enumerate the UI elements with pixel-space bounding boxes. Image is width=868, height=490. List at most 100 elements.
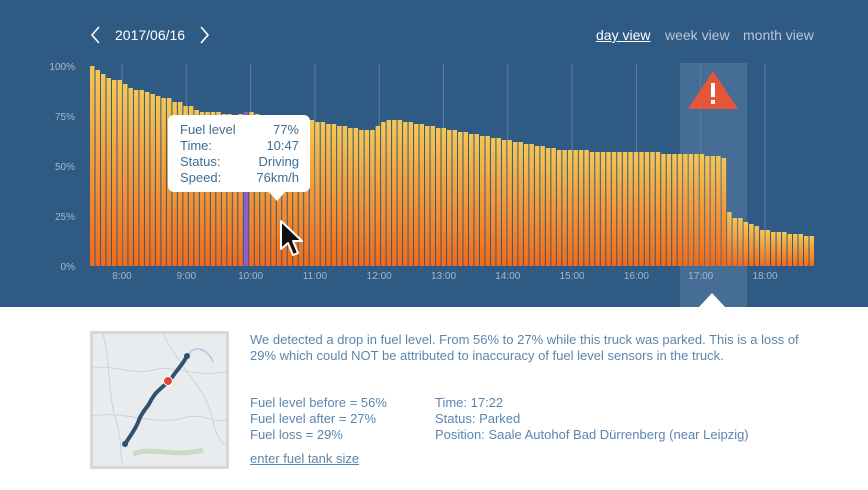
fuel-bar[interactable] xyxy=(600,152,606,266)
fuel-bar[interactable] xyxy=(485,136,490,266)
fuel-bar[interactable] xyxy=(518,142,523,266)
fuel-bar[interactable] xyxy=(331,124,337,266)
fuel-bar[interactable] xyxy=(606,152,611,266)
fuel-bar[interactable] xyxy=(381,122,386,266)
fuel-bar[interactable] xyxy=(727,212,732,266)
fuel-bar[interactable] xyxy=(425,126,430,266)
fuel-bar[interactable] xyxy=(155,96,161,266)
fuel-bar[interactable] xyxy=(348,128,353,266)
fuel-bar[interactable] xyxy=(732,218,738,266)
fuel-bar[interactable] xyxy=(523,144,529,266)
fuel-bar[interactable] xyxy=(133,90,139,266)
enter-fuel-tank-size-link[interactable]: enter fuel tank size xyxy=(250,451,360,466)
fuel-bar[interactable] xyxy=(716,156,721,266)
fuel-bar[interactable] xyxy=(672,154,677,266)
fuel-bar[interactable] xyxy=(111,80,117,266)
fuel-bar[interactable] xyxy=(496,138,501,266)
fuel-bar[interactable] xyxy=(540,146,545,266)
fuel-bar[interactable] xyxy=(463,132,468,266)
fuel-bar[interactable] xyxy=(468,134,474,266)
fuel-bar[interactable] xyxy=(320,122,326,266)
fuel-bar[interactable] xyxy=(562,150,567,266)
fuel-bar[interactable] xyxy=(342,126,348,266)
fuel-bar[interactable] xyxy=(315,122,320,266)
fuel-bar[interactable] xyxy=(150,94,155,266)
fuel-bar[interactable] xyxy=(408,122,414,266)
fuel-bar[interactable] xyxy=(551,148,556,266)
fuel-bar[interactable] xyxy=(326,124,331,266)
fuel-bar[interactable] xyxy=(710,156,716,266)
fuel-bar[interactable] xyxy=(683,154,688,266)
fuel-bar[interactable] xyxy=(622,152,628,266)
fuel-bar[interactable] xyxy=(694,154,699,266)
fuel-bar[interactable] xyxy=(650,152,655,266)
fuel-bar[interactable] xyxy=(639,152,644,266)
fuel-bar[interactable] xyxy=(375,126,381,266)
fuel-bar[interactable] xyxy=(721,158,727,266)
fuel-bar[interactable] xyxy=(419,124,425,266)
fuel-bar[interactable] xyxy=(293,120,298,266)
fuel-bar[interactable] xyxy=(392,120,397,266)
fuel-bar[interactable] xyxy=(457,132,463,266)
fuel-bar[interactable] xyxy=(359,130,364,266)
fuel-bar[interactable] xyxy=(617,152,622,266)
fuel-bar[interactable] xyxy=(490,138,496,266)
chevron-left-icon[interactable] xyxy=(88,26,104,44)
fuel-bar[interactable] xyxy=(364,130,370,266)
fuel-bar[interactable] xyxy=(441,128,447,266)
fuel-bar[interactable] xyxy=(738,218,743,266)
fuel-bar[interactable] xyxy=(771,232,776,266)
fuel-bar[interactable] xyxy=(529,144,534,266)
fuel-bar[interactable] xyxy=(309,120,315,266)
fuel-bar[interactable] xyxy=(397,120,403,266)
fuel-bar[interactable] xyxy=(403,122,408,266)
fuel-bar[interactable] xyxy=(122,84,128,266)
fuel-bar[interactable] xyxy=(298,120,304,266)
fuel-bar[interactable] xyxy=(386,120,392,266)
route-map-thumbnail[interactable] xyxy=(90,331,229,469)
fuel-bar[interactable] xyxy=(144,92,150,266)
fuel-bar[interactable] xyxy=(100,74,106,266)
fuel-bar[interactable] xyxy=(760,230,765,266)
fuel-bar[interactable] xyxy=(765,230,771,266)
fuel-bar[interactable] xyxy=(436,128,441,266)
fuel-bar[interactable] xyxy=(556,150,562,266)
fuel-bar[interactable] xyxy=(628,152,633,266)
fuel-bar[interactable] xyxy=(370,130,375,266)
fuel-bar[interactable] xyxy=(414,124,419,266)
fuel-bar[interactable] xyxy=(584,150,589,266)
fuel-bar[interactable] xyxy=(644,152,650,266)
fuel-bar[interactable] xyxy=(430,126,436,266)
fuel-bar[interactable] xyxy=(595,152,600,266)
fuel-bar[interactable] xyxy=(545,148,551,266)
fuel-bar[interactable] xyxy=(507,140,512,266)
fuel-bar[interactable] xyxy=(447,130,452,266)
fuel-bar[interactable] xyxy=(743,222,749,266)
fuel-bar[interactable] xyxy=(534,146,540,266)
fuel-bar[interactable] xyxy=(787,234,793,266)
fuel-bar[interactable] xyxy=(90,66,95,266)
fuel-bar[interactable] xyxy=(809,236,814,266)
fuel-bar[interactable] xyxy=(611,152,617,266)
fuel-bar[interactable] xyxy=(804,236,809,266)
fuel-bar[interactable] xyxy=(128,88,133,266)
fuel-bar[interactable] xyxy=(655,152,661,266)
fuel-bar[interactable] xyxy=(479,136,485,266)
tab-week-view[interactable]: week view xyxy=(665,27,730,43)
fuel-bar[interactable] xyxy=(117,80,122,266)
tab-day-view[interactable]: day view xyxy=(596,27,651,43)
fuel-bar[interactable] xyxy=(749,224,754,266)
fuel-bar[interactable] xyxy=(573,150,578,266)
fuel-bar[interactable] xyxy=(578,150,584,266)
fuel-bar[interactable] xyxy=(705,156,710,266)
fuel-bar[interactable] xyxy=(798,234,804,266)
fuel-bar[interactable] xyxy=(776,232,782,266)
fuel-bar[interactable] xyxy=(287,118,293,266)
fuel-bar[interactable] xyxy=(501,140,507,266)
fuel-bar[interactable] xyxy=(106,78,111,266)
fuel-bar[interactable] xyxy=(661,154,666,266)
fuel-bar[interactable] xyxy=(666,154,672,266)
fuel-bar[interactable] xyxy=(754,226,760,266)
fuel-bar[interactable] xyxy=(782,232,787,266)
fuel-bar[interactable] xyxy=(353,128,359,266)
